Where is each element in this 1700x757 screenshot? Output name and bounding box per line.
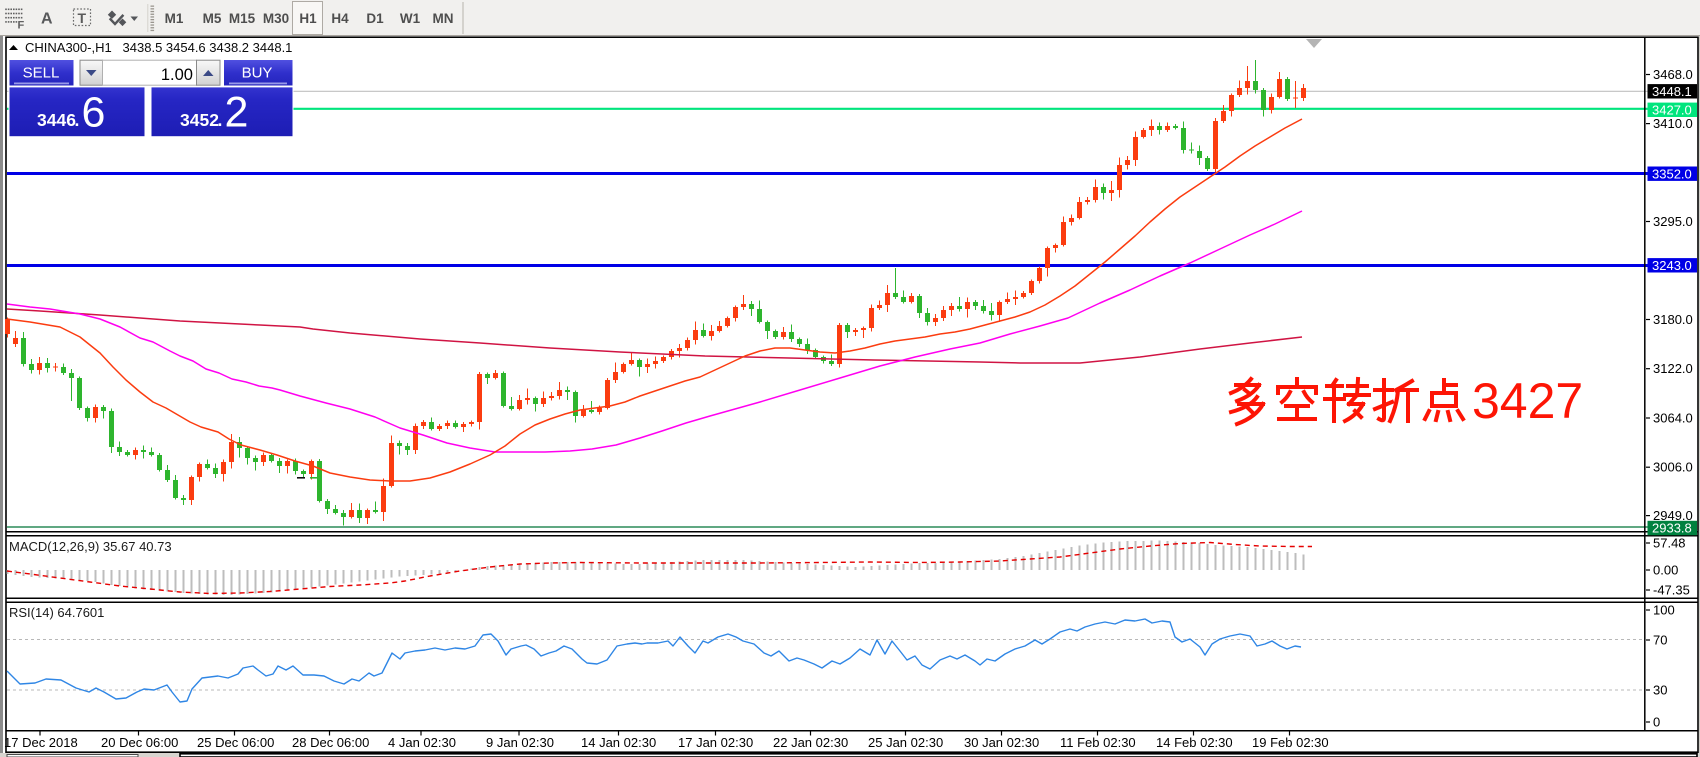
svg-text:M1: M1 [165,11,184,26]
svg-text:3180.0: 3180.0 [1653,312,1693,327]
svg-text:1.00: 1.00 [161,66,193,84]
svg-text:M15: M15 [229,11,256,26]
svg-text:57.48: 57.48 [1653,536,1686,551]
svg-text:2: 2 [225,89,249,137]
svg-text:17 Jan 02:30: 17 Jan 02:30 [678,735,753,750]
svg-text:25 Dec 06:00: 25 Dec 06:00 [197,735,274,750]
svg-text:BUY: BUY [242,65,273,82]
svg-text:H1: H1 [299,11,317,26]
svg-text:4 Jan 02:30: 4 Jan 02:30 [388,735,456,750]
svg-text:0: 0 [1653,715,1660,730]
svg-text:A: A [41,11,53,28]
svg-text:3064.0: 3064.0 [1653,411,1693,426]
svg-text:2949.0: 2949.0 [1653,508,1693,523]
svg-text:3468.0: 3468.0 [1653,67,1693,82]
svg-text:3006.0: 3006.0 [1653,460,1693,475]
svg-text:11 Feb 02:30: 11 Feb 02:30 [1060,735,1136,750]
svg-text:14 Jan 02:30: 14 Jan 02:30 [581,735,656,750]
svg-text:2933.8: 2933.8 [1652,521,1692,536]
svg-text:25 Jan 02:30: 25 Jan 02:30 [868,735,943,750]
svg-text:-47.35: -47.35 [1653,583,1690,598]
svg-text:3295.0: 3295.0 [1653,214,1693,229]
svg-text:MACD(12,26,9) 35.67 40.73: MACD(12,26,9) 35.67 40.73 [9,539,172,554]
svg-text:3448.1: 3448.1 [1652,84,1692,99]
svg-text:RSI(14) 64.7601: RSI(14) 64.7601 [9,605,104,620]
svg-text:30: 30 [1653,683,1667,698]
svg-text:0.00: 0.00 [1653,563,1678,578]
svg-text:3243.0: 3243.0 [1652,258,1692,273]
svg-text:17 Dec 2018: 17 Dec 2018 [4,735,78,750]
svg-text:30 Jan 02:30: 30 Jan 02:30 [964,735,1039,750]
svg-text:M5: M5 [203,11,222,26]
svg-text:SELL: SELL [23,65,60,82]
svg-text:D1: D1 [366,11,384,26]
svg-text:14 Feb 02:30: 14 Feb 02:30 [1156,735,1233,750]
svg-text:70: 70 [1653,633,1667,648]
svg-text:22 Jan 02:30: 22 Jan 02:30 [773,735,848,750]
svg-text:19 Feb 02:30: 19 Feb 02:30 [1252,735,1329,750]
svg-text:3427.0: 3427.0 [1652,103,1692,118]
svg-text:F: F [18,20,25,32]
svg-text:28 Dec 06:00: 28 Dec 06:00 [292,735,369,750]
svg-text:3446: 3446 [37,110,76,130]
svg-text:6: 6 [82,89,106,137]
svg-text:M30: M30 [263,11,289,26]
svg-text:3427: 3427 [1472,373,1583,429]
svg-text:20 Dec 06:00: 20 Dec 06:00 [101,735,178,750]
svg-text:MN: MN [433,11,454,26]
svg-text:3410.0: 3410.0 [1653,116,1693,131]
svg-text:T: T [78,10,87,26]
svg-text:9 Jan 02:30: 9 Jan 02:30 [486,735,554,750]
svg-text:.: . [218,110,223,130]
svg-text:.: . [75,110,80,130]
svg-text:CHINA300-,H1 3438.5 3454.6 3: CHINA300-,H1 3438.5 3454.6 3438.2 3448.1 [25,40,292,55]
svg-text:3352.0: 3352.0 [1652,166,1692,181]
svg-text:3122.0: 3122.0 [1653,361,1693,376]
svg-text:3452: 3452 [180,110,219,130]
svg-text:W1: W1 [400,11,421,26]
svg-text:H4: H4 [331,11,349,26]
svg-text:100: 100 [1653,603,1675,618]
